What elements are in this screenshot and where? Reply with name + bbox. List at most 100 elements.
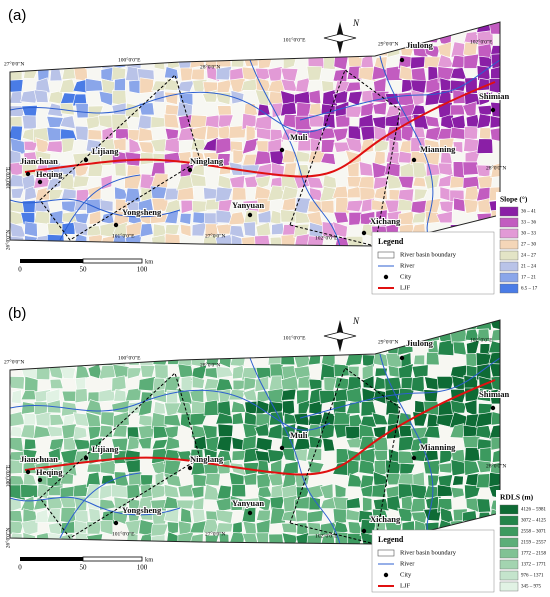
legend-icon [377,251,395,259]
basin-cell [267,22,286,35]
city-label: Jianchuan [20,454,58,464]
basin-cell [190,32,204,43]
scale-label: 0 [18,564,22,572]
basin-cell [191,42,206,57]
basin-cell [426,413,440,429]
basin-cell [488,22,500,35]
basin-cell [255,175,272,189]
basin-cell [229,320,247,333]
basin-cell [137,424,156,441]
basin-cell [203,245,221,246]
basin-cell [98,320,113,331]
city-dot [399,355,405,361]
basin-cell [164,209,180,224]
basin-cell [346,65,363,80]
basin-cell [177,247,194,260]
basin-cell [163,328,181,343]
river [379,55,434,241]
class-label: 3072 – 4125 [521,519,547,524]
basin-cell [294,42,311,56]
basin-cell [151,341,165,357]
basin-cell [189,114,208,128]
basin-cell [140,152,155,166]
basin-cell [450,459,468,477]
basin-cell [77,247,88,261]
basin-cell [33,320,50,332]
city-label: Jiulong [406,40,434,50]
basin-cell [297,399,312,416]
basin-cell [137,399,153,417]
basin-cell [85,330,104,341]
basin-cell [216,342,234,353]
basin-cell [255,221,272,238]
basin-cell [128,137,142,155]
fault-line [24,379,496,476]
basin-cell [72,78,89,94]
city-dot [399,57,405,63]
basin-cell [151,22,165,34]
basin-cell [449,104,465,116]
basin-cell [465,353,478,368]
panel-label: (b) [8,305,26,322]
basin-cell [137,436,152,450]
basin-cell [243,209,259,226]
basin-cell [163,113,180,129]
basin-cell [20,41,39,55]
basin-cell [114,320,128,331]
basin-cell [100,411,115,427]
class-swatch [499,515,519,526]
basin-cell [345,81,361,93]
basin-cell [452,141,464,154]
basin-cell [268,343,285,356]
basin-cell [10,105,25,117]
basin-cell [311,545,320,558]
basin-cell [87,129,103,141]
basin-cell [99,31,116,45]
basin-cell [359,187,376,201]
basin-cell [271,330,282,343]
scale-bar [82,258,143,264]
basin-cell [255,532,269,544]
class-swatch [499,250,519,261]
basin-cell [423,426,441,439]
basin-cell [128,79,143,95]
city-label: Xichang [370,514,401,524]
basin-cell [371,320,390,333]
scale-bar [20,557,83,561]
basin-cell [35,77,51,94]
basin-cell [436,484,453,497]
basin-cell [347,376,362,391]
basin-cell [229,77,246,94]
scale-bar [20,259,83,263]
basin-cell [163,22,180,34]
basin-cell [113,389,127,402]
basin-cell [75,532,91,544]
basin-cell [231,340,245,357]
basin-cell [359,138,374,155]
class-label: 6.5 – 17 [521,287,538,292]
basin-cell [254,33,273,47]
basin-cell [361,32,376,45]
basin-cell [176,186,195,201]
basin-cell [127,367,142,380]
basin-cell [345,401,361,415]
basin-cell [10,426,25,439]
basin-cell [451,54,466,69]
basin-cell [281,447,297,462]
basin-cell [98,327,117,344]
legend-title: Legend [378,237,404,246]
legend: Legend River basin boundary River City LJF [371,231,495,295]
basin-cell [345,105,364,118]
study-box [39,372,201,539]
basin-cell [297,375,311,389]
basin-cell [410,137,426,153]
basin-cell [232,149,245,166]
basin-cell [293,413,311,426]
basin-cell [153,401,166,415]
basin-cell [99,520,114,536]
basin-cell [463,137,480,153]
basin-cell [61,221,76,235]
legend-item: LJF [400,582,411,589]
basin-cell [74,125,89,141]
basin-cell [231,247,245,258]
